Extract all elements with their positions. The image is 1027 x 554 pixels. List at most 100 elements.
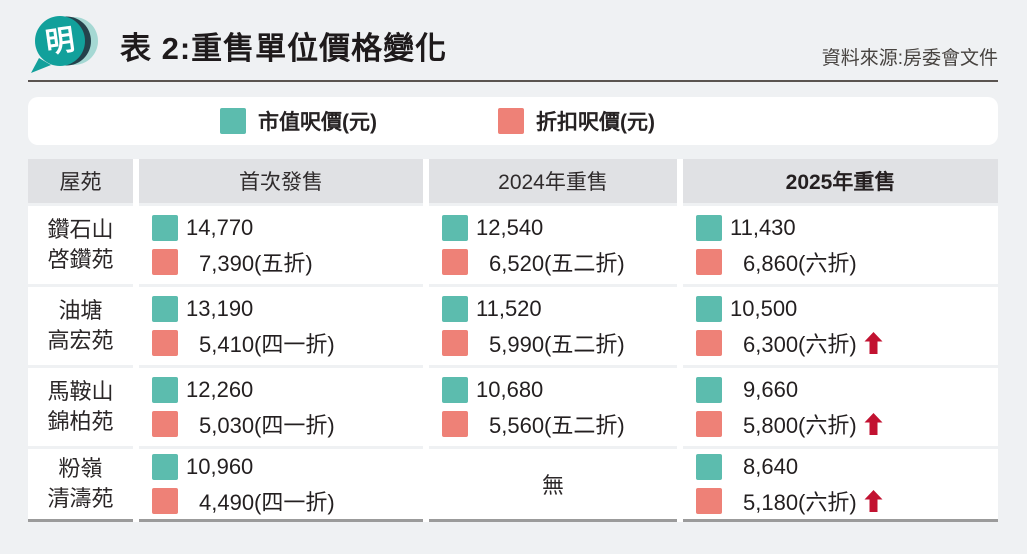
market-price-line: 13,190 — [152, 293, 423, 325]
price-cell: 11,520 5,990(五二折) — [429, 287, 677, 365]
market-swatch-icon — [696, 377, 722, 403]
discount-price-value: 6,300(六折) — [743, 332, 857, 357]
market-price-value: 10,960 — [186, 454, 254, 479]
estate-name-line: 清濤苑 — [47, 486, 114, 511]
discount-swatch-icon — [696, 330, 722, 356]
masthead: 明 表 2:重售單位價格變化 資料來源:房委會文件 — [28, 14, 998, 76]
discount-swatch-icon — [696, 488, 722, 514]
discount-price-line: 5,030(四一折) — [152, 408, 423, 440]
estate-name-line: 鑽石山 — [47, 217, 114, 242]
discount-price-line: 6,520(五二折) — [442, 246, 677, 278]
price-cell: 11,430 6,860(六折) — [683, 206, 998, 284]
market-swatch-icon — [220, 108, 246, 134]
market-swatch-icon — [696, 296, 722, 322]
discount-price-line: 5,800(六折) — [696, 408, 998, 440]
discount-price-line: 6,300(六折) — [696, 327, 998, 359]
discount-price-value: 6,520(五二折) — [489, 251, 625, 276]
estate-cell: 鑽石山 啓鑽苑 — [28, 206, 133, 284]
discount-swatch-icon — [152, 249, 178, 275]
legend-item-market: 市值呎價(元) — [220, 106, 377, 136]
discount-swatch-icon — [696, 411, 722, 437]
discount-price-line: 5,410(四一折) — [152, 327, 423, 359]
discount-price-value: 5,410(四一折) — [199, 332, 335, 357]
discount-price-line: 4,490(四一折) — [152, 485, 423, 517]
discount-price-line: 6,860(六折) — [696, 246, 998, 278]
discount-price-value: 5,560(五二折) — [489, 413, 625, 438]
price-cell: 12,540 6,520(五二折) — [429, 206, 677, 284]
price-cell: 13,190 5,410(四一折) — [139, 287, 423, 365]
discount-swatch-icon — [442, 330, 468, 356]
market-price-value: 10,680 — [476, 377, 544, 402]
price-cell: 10,960 4,490(四一折) — [139, 449, 423, 519]
market-price-value: 10,500 — [730, 296, 798, 321]
estate-cell: 馬鞍山 錦柏苑 — [28, 368, 133, 446]
discount-price-value: 5,990(五二折) — [489, 332, 625, 357]
mingpao-logo-icon: 明 — [31, 16, 98, 73]
discount-swatch-icon — [152, 488, 178, 514]
market-price-value: 12,260 — [186, 377, 254, 402]
market-price-line: 10,960 — [152, 451, 423, 483]
discount-price-line: 5,180(六折) — [696, 485, 998, 517]
header-divider — [28, 80, 998, 82]
discount-price-value: 6,860(六折) — [743, 251, 857, 276]
discount-price-value: 7,390(五折) — [199, 251, 313, 276]
column-2024-resale: 2024年重售 12,540 6,520(五二折) 11,520 — [429, 159, 677, 522]
price-table: 屋苑 鑽石山 啓鑽苑 油塘 高宏苑 馬鞍山 錦柏苑 粉嶺 清濤苑 首次發售 — [28, 159, 998, 522]
market-price-line: 9,660 — [696, 374, 998, 406]
estate-name-line: 馬鞍山 — [47, 379, 114, 404]
no-data-cell: 無 — [429, 449, 677, 519]
page-title: 表 2:重售單位價格變化 — [120, 30, 448, 66]
column-header-first-sale: 首次發售 — [139, 159, 423, 203]
legend-label-market: 市值呎價(元) — [258, 111, 377, 134]
legend-item-discount: 折扣呎價(元) — [498, 106, 655, 136]
discount-price-line: 7,390(五折) — [152, 246, 423, 278]
estate-name-line: 高宏苑 — [47, 328, 114, 353]
market-swatch-icon — [152, 377, 178, 403]
market-price-line: 12,540 — [442, 212, 677, 244]
market-price-line: 14,770 — [152, 212, 423, 244]
estate-name-line: 錦柏苑 — [47, 409, 114, 434]
discount-price-value: 5,030(四一折) — [199, 413, 335, 438]
source-note: 資料來源:房委會文件 — [821, 48, 998, 69]
market-swatch-icon — [442, 215, 468, 241]
market-price-value: 11,430 — [730, 215, 796, 240]
estate-name-line: 粉嶺 — [58, 456, 103, 481]
discount-swatch-icon — [152, 411, 178, 437]
estate-cell: 油塘 高宏苑 — [28, 287, 133, 365]
market-swatch-icon — [696, 454, 722, 480]
market-price-line: 10,680 — [442, 374, 677, 406]
market-price-line: 8,640 — [696, 451, 998, 483]
price-cell: 10,680 5,560(五二折) — [429, 368, 677, 446]
discount-price-line: 5,990(五二折) — [442, 327, 677, 359]
market-swatch-icon — [696, 215, 722, 241]
discount-price-value: 5,800(六折) — [743, 413, 857, 438]
column-first-sale: 首次發售 14,770 7,390(五折) 13,190 5,4 — [139, 159, 423, 522]
column-2025-resale: 2025年重售 11,430 6,860(六折) 10,500 — [683, 159, 998, 522]
column-header-2025: 2025年重售 — [683, 159, 998, 203]
market-swatch-icon — [442, 377, 468, 403]
discount-price-line: 5,560(五二折) — [442, 408, 677, 440]
discount-swatch-icon — [442, 249, 468, 275]
market-swatch-icon — [152, 296, 178, 322]
increase-arrow-icon — [864, 413, 883, 435]
column-header-estate: 屋苑 — [28, 159, 133, 203]
market-price-value: 13,190 — [186, 296, 254, 321]
market-price-line: 12,260 — [152, 374, 423, 406]
market-price-value: 12,540 — [476, 215, 544, 240]
discount-swatch-icon — [498, 108, 524, 134]
discount-swatch-icon — [442, 411, 468, 437]
discount-swatch-icon — [696, 249, 722, 275]
discount-price-value: 4,490(四一折) — [199, 490, 335, 515]
price-cell: 10,500 6,300(六折) — [683, 287, 998, 365]
estate-name-line: 油塘 — [58, 298, 103, 323]
market-price-line: 11,520 — [442, 293, 677, 325]
market-price-value: 8,640 — [743, 454, 799, 479]
increase-arrow-icon — [864, 332, 883, 354]
market-price-value: 14,770 — [186, 215, 254, 240]
price-cell: 8,640 5,180(六折) — [683, 449, 998, 519]
column-estate: 屋苑 鑽石山 啓鑽苑 油塘 高宏苑 馬鞍山 錦柏苑 粉嶺 清濤苑 — [28, 159, 133, 522]
legend-label-discount: 折扣呎價(元) — [536, 111, 655, 134]
price-cell: 9,660 5,800(六折) — [683, 368, 998, 446]
market-price-line: 11,430 — [696, 212, 998, 244]
